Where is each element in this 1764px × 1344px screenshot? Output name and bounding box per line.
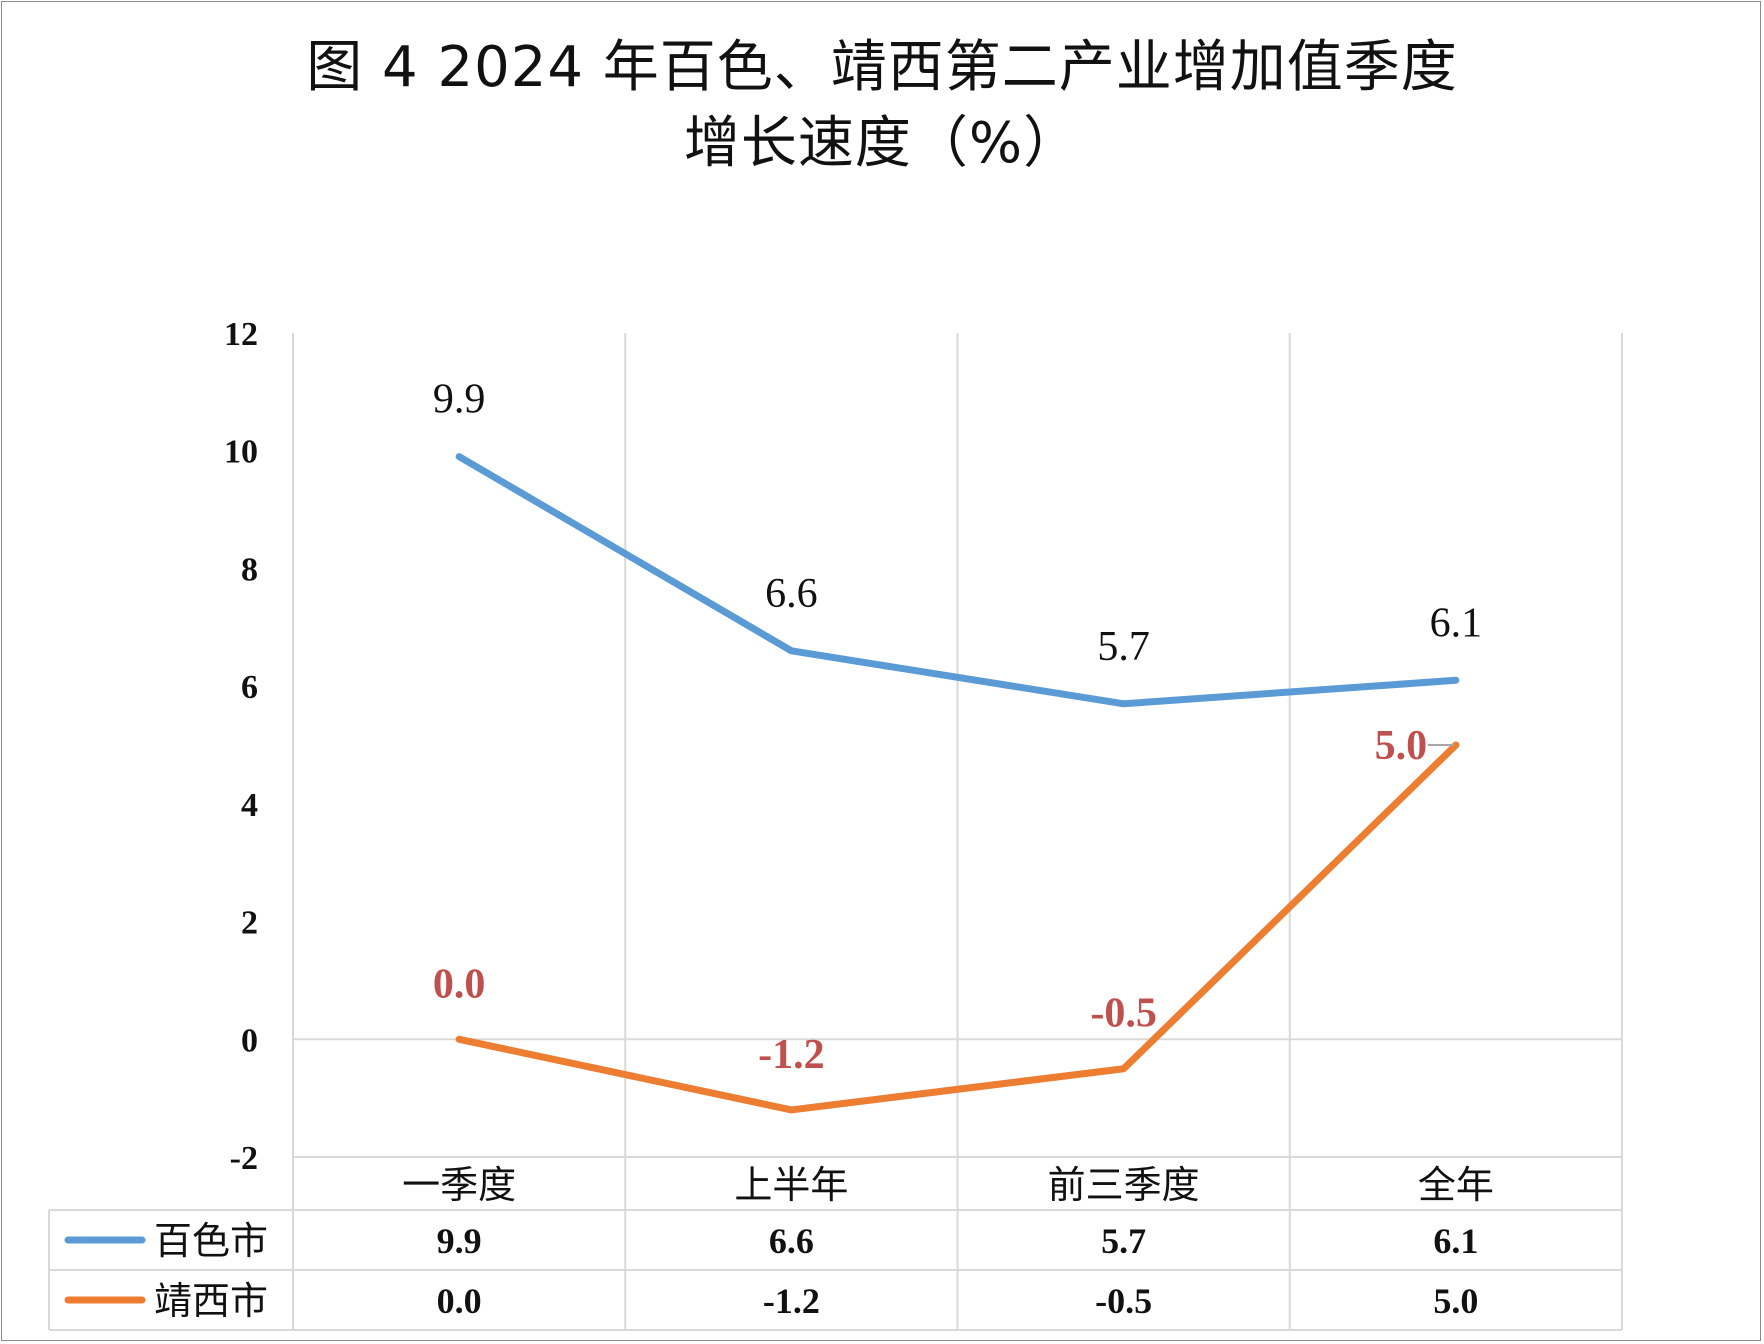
table-cell-value: 9.9 xyxy=(437,1221,482,1261)
y-tick-label: -2 xyxy=(230,1140,258,1177)
data-label-series-2: 0.0 xyxy=(433,961,486,1007)
y-tick-label: 12 xyxy=(224,316,258,353)
data-label-series-1: 6.1 xyxy=(1430,600,1483,646)
y-tick-label: 10 xyxy=(224,434,258,471)
table-cell-value: 5.7 xyxy=(1101,1221,1146,1261)
table-cell-value: 5.0 xyxy=(1433,1281,1478,1321)
series-line-2 xyxy=(455,741,1460,1114)
y-tick-label: 2 xyxy=(241,905,258,942)
data-label-series-1: 5.7 xyxy=(1097,624,1150,670)
data-label-series-2: -1.2 xyxy=(758,1032,825,1078)
table-cell-value: -1.2 xyxy=(763,1281,820,1321)
x-category-label: 一季度 xyxy=(402,1163,516,1207)
y-tick-label: 6 xyxy=(241,669,258,706)
x-category-label: 全年 xyxy=(1418,1163,1494,1207)
table-cell-value: 6.6 xyxy=(769,1221,814,1261)
data-label-series-2: -0.5 xyxy=(1090,991,1157,1037)
chart-title-line-1: 图 4 2024 年百色、靖西第二产业增加值季度 xyxy=(306,35,1458,100)
y-tick-label: 0 xyxy=(241,1022,258,1059)
data-label-series-1: 9.9 xyxy=(433,377,486,423)
series-line-1 xyxy=(455,453,1460,708)
table-cell-value: -0.5 xyxy=(1095,1281,1152,1321)
y-tick-label: 4 xyxy=(241,787,258,824)
legend-name-series-1: 百色市 xyxy=(154,1219,268,1263)
data-label-series-2: 5.0 xyxy=(1375,723,1428,769)
chart-title-line-2: 增长速度（%） xyxy=(683,111,1081,176)
legend-name-series-2: 靖西市 xyxy=(154,1279,268,1323)
x-category-label: 上半年 xyxy=(734,1163,848,1207)
data-label-series-1: 6.6 xyxy=(765,571,818,617)
table-cell-value: 0.0 xyxy=(437,1281,482,1321)
x-category-label: 前三季度 xyxy=(1048,1163,1200,1207)
y-tick-label: 8 xyxy=(241,551,258,588)
table-cell-value: 6.1 xyxy=(1433,1221,1478,1261)
